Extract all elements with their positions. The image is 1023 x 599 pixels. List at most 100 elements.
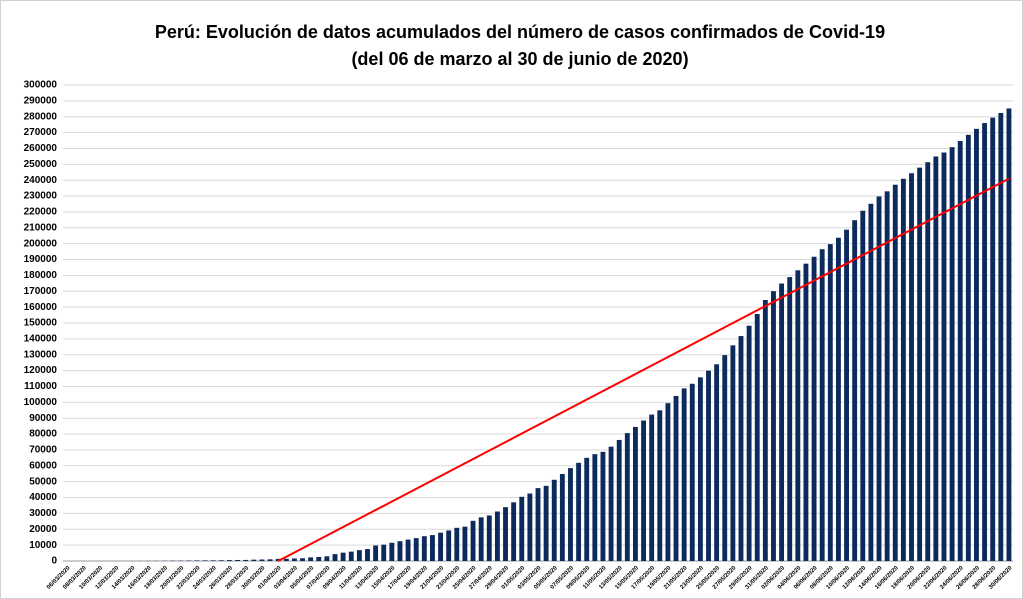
y-tick-label: 70000	[29, 445, 57, 456]
y-tick-label: 60000	[29, 460, 57, 471]
bar	[519, 496, 525, 561]
bar	[584, 457, 590, 561]
bar	[283, 558, 289, 561]
y-tick-label: 170000	[24, 286, 58, 297]
y-tick-label: 20000	[29, 524, 57, 535]
bar	[649, 414, 655, 561]
bar	[340, 552, 346, 561]
bar	[795, 270, 801, 561]
bar	[673, 395, 679, 561]
y-tick-label: 290000	[24, 96, 58, 107]
y-tick-label: 0	[51, 556, 57, 567]
bar	[462, 526, 468, 561]
bar	[568, 468, 573, 561]
bar	[551, 479, 557, 561]
bar	[616, 439, 622, 561]
bar	[235, 559, 241, 561]
bar	[559, 474, 565, 561]
bar	[689, 383, 695, 561]
bar	[681, 388, 687, 561]
bar	[348, 551, 354, 561]
bar	[641, 420, 646, 561]
bar	[365, 549, 370, 561]
bar	[779, 283, 785, 561]
y-tick-label: 190000	[24, 254, 58, 265]
bar	[949, 147, 955, 562]
bar	[827, 244, 833, 561]
bar	[957, 141, 963, 561]
y-tick-label: 280000	[24, 111, 58, 122]
bar	[714, 364, 720, 561]
bar	[470, 520, 476, 561]
y-tick-label: 240000	[24, 175, 58, 186]
bar	[762, 300, 768, 561]
trend-line	[277, 177, 1010, 562]
y-tick-label: 110000	[24, 381, 57, 392]
y-tick-label: 160000	[24, 302, 58, 313]
bar	[511, 502, 517, 561]
bar	[892, 184, 898, 562]
y-tick-label: 270000	[24, 127, 58, 138]
y-tick-label: 100000	[24, 397, 58, 408]
bar	[941, 152, 947, 561]
bar	[243, 559, 249, 561]
bar	[900, 178, 906, 561]
bar	[746, 325, 752, 561]
bar	[730, 345, 736, 561]
bar	[909, 173, 914, 561]
bar	[982, 123, 988, 562]
chart-subtitle: (del 06 de marzo al 30 de junio de 2020)	[351, 49, 688, 69]
y-tick-label: 220000	[24, 207, 58, 218]
bar	[430, 535, 435, 561]
bar	[356, 550, 362, 561]
bar	[486, 515, 492, 561]
bar	[811, 256, 817, 561]
bar	[308, 557, 314, 561]
y-tick-label: 30000	[29, 508, 57, 519]
bar	[210, 560, 216, 561]
y-tick-label: 10000	[29, 540, 57, 551]
bar	[218, 560, 224, 561]
y-tick-label: 120000	[24, 365, 58, 376]
bar	[478, 517, 484, 561]
bar	[600, 451, 606, 561]
bar	[917, 167, 923, 561]
bar	[494, 511, 500, 561]
y-tick-label: 210000	[24, 222, 58, 233]
y-tick-label: 300000	[24, 80, 58, 91]
bar	[267, 559, 273, 561]
bar	[771, 291, 776, 561]
bar	[316, 556, 322, 561]
bar	[543, 485, 549, 561]
bar	[186, 560, 192, 561]
bar	[925, 162, 931, 561]
bar	[990, 117, 996, 562]
bar	[1006, 108, 1012, 562]
bar	[503, 507, 508, 561]
y-tick-label: 180000	[24, 270, 58, 281]
y-tick-label: 200000	[24, 238, 58, 249]
bar	[194, 560, 200, 561]
bar	[884, 191, 890, 561]
bar	[202, 560, 208, 561]
y-tick-label: 150000	[24, 318, 58, 329]
bar	[413, 538, 419, 561]
bar	[697, 377, 703, 561]
bar	[405, 539, 411, 561]
bar	[389, 542, 395, 561]
bar	[397, 541, 403, 561]
bar	[421, 536, 427, 561]
bar	[722, 355, 728, 561]
bar	[454, 527, 460, 561]
bar	[527, 493, 533, 561]
y-tick-label: 80000	[29, 429, 57, 440]
bar	[381, 544, 387, 561]
bar	[251, 559, 257, 561]
bar	[876, 196, 882, 562]
bar	[535, 488, 541, 561]
y-tick-label: 50000	[29, 476, 57, 487]
bar	[592, 454, 598, 561]
bar	[259, 559, 265, 561]
